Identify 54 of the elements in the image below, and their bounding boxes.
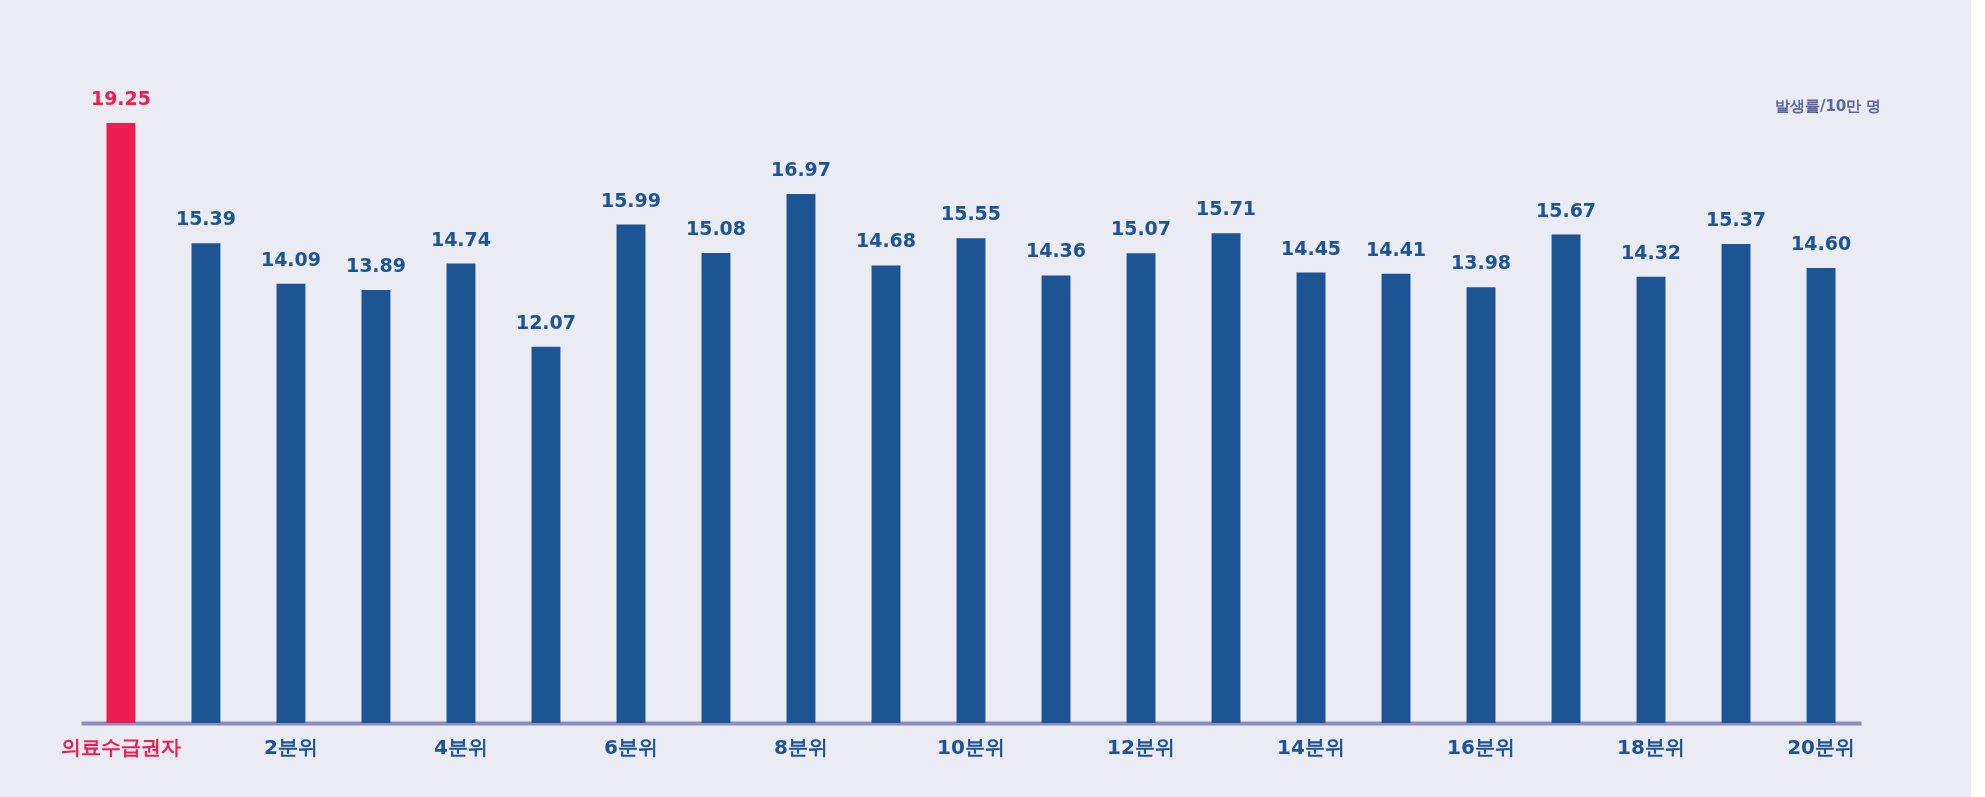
x-tick-label: 2분위 [264,734,318,759]
bar [1381,273,1411,723]
bar [1721,243,1751,723]
bar [871,265,901,723]
x-tick-label: 4분위 [434,734,488,759]
data-label: 16.97 [770,158,832,181]
data-label: 15.71 [1195,197,1257,220]
x-tick-label: 12분위 [1107,734,1175,759]
data-label: 15.37 [1705,207,1767,230]
x-tick-label: 18분위 [1617,734,1685,759]
data-label: 14.09 [260,247,322,270]
bar [701,252,731,723]
bar [531,346,561,723]
data-label: 14.60 [1790,231,1852,254]
data-label: 13.89 [345,254,407,277]
bar [276,283,306,723]
data-label: 15.67 [1535,198,1597,221]
x-tick-label: 의료수급권자 [60,734,181,759]
data-label: 15.08 [685,216,747,239]
data-label: 13.98 [1450,251,1512,274]
bar [1806,267,1836,723]
data-label: 14.74 [430,227,492,250]
x-tick-label: 14분위 [1277,734,1345,759]
bar [1551,234,1581,723]
x-tick-label: 10분위 [937,734,1005,759]
bar [1041,275,1071,723]
bar [106,123,136,723]
x-tick-label: 20분위 [1787,734,1855,759]
bar [446,263,476,723]
bar [616,224,646,723]
x-tick-label: 6분위 [604,734,658,759]
x-tick-label: 8분위 [774,734,828,759]
data-label: 14.45 [1280,236,1342,259]
data-label: 15.99 [600,188,662,211]
bar [1466,287,1496,723]
data-label: 14.32 [1620,240,1682,263]
y-axis-title: 발생률/10만 명 [1774,96,1882,115]
bar [1636,276,1666,723]
bar [361,290,391,723]
bar [1126,253,1156,723]
data-label: 12.07 [515,310,577,333]
bar [1211,233,1241,723]
bar [786,194,816,723]
bar [1296,272,1326,723]
bar [191,243,221,723]
bar [956,238,986,723]
data-label: 14.41 [1365,237,1427,260]
data-label: 15.39 [175,207,237,230]
x-tick-label: 16분위 [1447,734,1515,759]
data-label: 15.55 [940,202,1002,225]
data-label: 14.36 [1025,239,1087,262]
data-label: 19.25 [90,87,152,109]
data-label: 14.68 [855,229,917,252]
data-label: 15.07 [1110,217,1172,240]
